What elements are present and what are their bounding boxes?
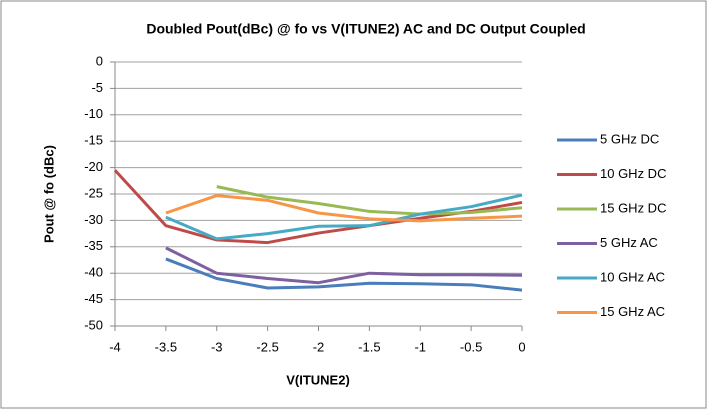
x-tick-label: -1 [414, 339, 426, 354]
series-line [165, 193, 523, 241]
series-line [165, 246, 523, 285]
y-tick-label: -20 [84, 159, 103, 174]
y-axis-title: Pout @ fo (dBc) [41, 145, 56, 243]
x-tick-label: 0 [518, 339, 525, 354]
series-line [165, 257, 523, 292]
y-tick-label: -10 [84, 106, 103, 121]
y-tick-label: -45 [84, 291, 103, 306]
y-tick-label: -35 [84, 238, 103, 253]
x-tick-label: -0.5 [460, 339, 482, 354]
y-tick-label: -50 [84, 317, 103, 332]
legend-label: 15 GHz AC [600, 304, 665, 319]
y-tick-label: -15 [84, 133, 103, 148]
x-tick-label: -4 [109, 339, 121, 354]
legend-label: 10 GHz AC [600, 269, 665, 284]
legend-label: 15 GHz DC [600, 200, 666, 215]
y-tick-label: 0 [96, 53, 103, 68]
series-line [165, 194, 523, 223]
legend-label: 5 GHz AC [600, 235, 658, 250]
x-tick-label: -3.5 [155, 339, 177, 354]
x-tick-label: -3 [211, 339, 223, 354]
legend-label: 5 GHz DC [600, 131, 659, 146]
x-tick-label: -2 [313, 339, 325, 354]
y-tick-label: -30 [84, 212, 103, 227]
x-tick-label: -1.5 [358, 339, 380, 354]
series-line [216, 185, 523, 216]
y-tick-label: -40 [84, 265, 103, 280]
y-tick-label: -5 [91, 80, 103, 95]
chart-title: Doubled Pout(dBc) @ fo vs V(ITUNE2) AC a… [146, 21, 585, 37]
y-tick-label: -25 [84, 185, 103, 200]
x-tick-label: -2.5 [256, 339, 278, 354]
legend-label: 10 GHz DC [600, 166, 666, 181]
x-axis-title: V(ITUNE2) [286, 372, 350, 387]
